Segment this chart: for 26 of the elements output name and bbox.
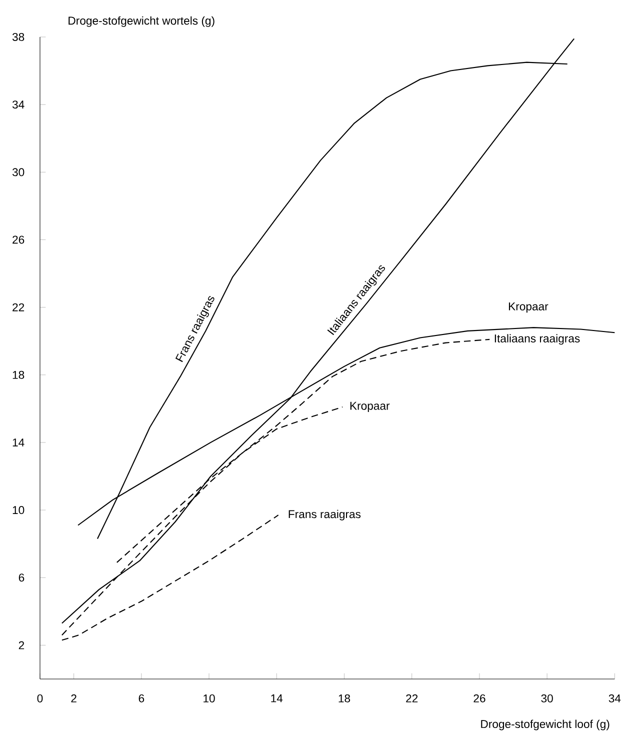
x-tick-label: 10 [204,694,215,702]
y-tick-label: 10 [12,506,24,514]
y-tick-label: 6 [18,574,24,582]
series-label: Kropaar [350,402,390,412]
series-label: Kropaar [508,302,548,313]
x-tick-label: 6 [138,694,144,702]
y-tick-label: 26 [12,236,24,244]
series-label: Italiaans raaigras [494,334,580,345]
x-tick-label: 18 [338,694,350,702]
y-tick-label: 34 [12,100,24,109]
x-tick-label: 30 [541,694,553,702]
series-label: Frans raaigras [288,510,361,520]
y-tick-label: 30 [12,168,24,176]
x-tick-label: 14 [271,694,283,702]
y-tick-label: 38 [12,32,24,41]
y-tick-label: 18 [12,370,24,379]
y-tick-label: 2 [18,641,24,650]
y-tick-label: 14 [12,438,24,446]
x-tick-label: 2 [71,694,76,702]
x-tick-label: 0 [37,694,43,702]
x-tick-label: 34 [608,694,621,702]
x-tick-label: 22 [406,694,418,702]
x-tick-label: 26 [474,694,486,702]
x-axis-title: Droge-stofgewicht loof (g) [481,720,610,730]
y-axis-title: Droge-stofgewicht wortels (g) [68,16,214,27]
y-tick-label: 22 [12,303,24,312]
